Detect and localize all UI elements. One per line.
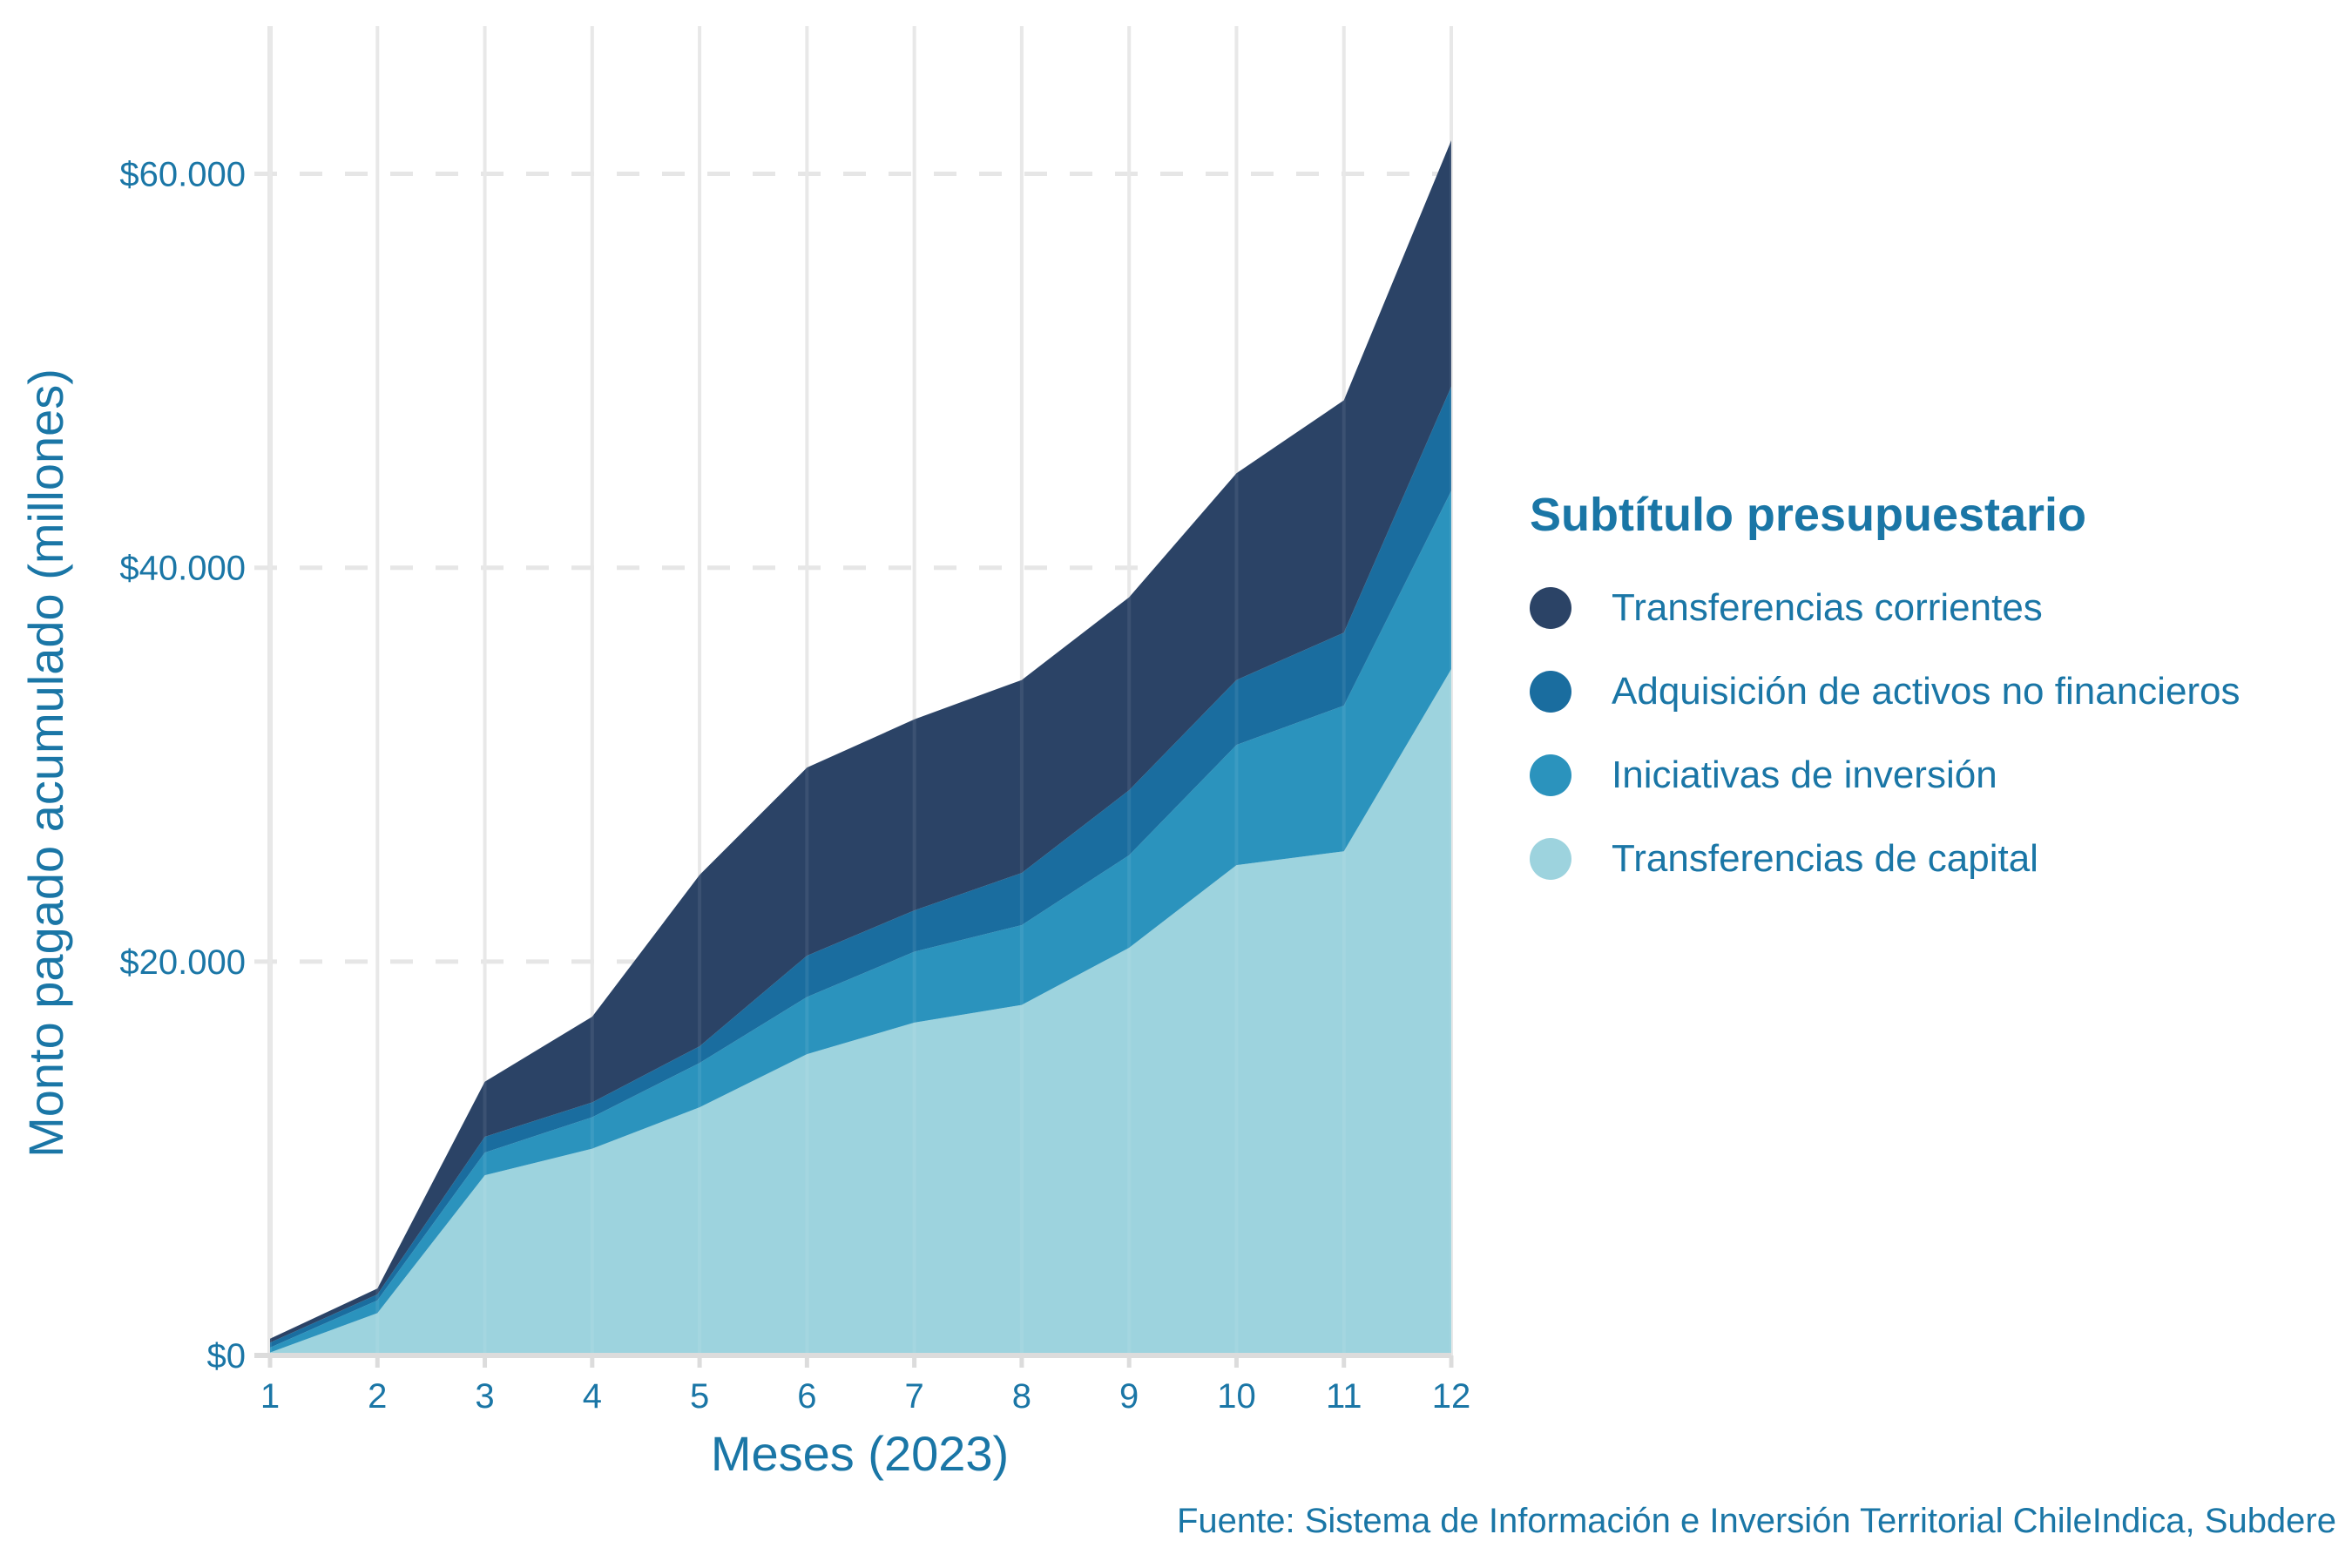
x-axis-title: Meses (2023) [711,1426,1009,1481]
legend-item: Transferencias de capital [1530,817,2240,901]
x-tick-label: 1 [260,1377,280,1416]
area-transferencias-corrientes [270,140,1451,1343]
x-tick-label: 4 [583,1377,602,1416]
legend-swatch-icon [1530,754,1571,796]
y-axis-title: Monto pagado acumulado (millones) [18,368,73,1158]
legend-label: Transferencias de capital [1612,837,2038,880]
legend-label: Iniciativas de inversión [1612,754,1997,796]
x-tick-label: 8 [1012,1377,1031,1416]
y-tick-label: $40.000 [119,550,246,588]
axes: 1 2 3 4 5 6 7 8 9 10 11 12$0$20.000$40.000$60.000 [119,156,1470,1416]
x-tick-label: 3 [475,1377,494,1416]
x-tick-label: 5 [690,1377,709,1416]
legend-item: Iniciativas de inversión [1530,733,2240,817]
x-tick-label: 10 [1217,1377,1256,1416]
y-tick-label: $0 [207,1337,247,1375]
legend-label: Adquisición de activos no financieros [1612,670,2240,713]
x-tick-label: 11 [1326,1377,1362,1416]
x-tick-label: 9 [1119,1377,1139,1416]
x-tick-label: 6 [797,1377,816,1416]
legend-label: Transferencias corrientes [1612,586,2043,629]
area-iniciativas-de-inversi-n [270,490,1451,1353]
legend: Subtítulo presupuestario Transferencias … [1530,488,2240,901]
y-tick-label: $20.000 [119,943,246,982]
legend-swatch-icon [1530,671,1571,713]
legend-item: Transferencias corrientes [1530,566,2240,650]
x-tick-label: 12 [1432,1377,1471,1416]
area-layers [268,26,1453,1355]
legend-item: Adquisición de activos no financieros [1530,650,2240,733]
legend-title: Subtítulo presupuestario [1530,489,2087,541]
y-tick-label: $60.000 [119,156,246,194]
legend-swatch-icon [1530,587,1571,629]
legend-swatch-icon [1530,838,1571,880]
x-tick-label: 7 [905,1377,924,1416]
legend-items: Transferencias corrientes Adquisición de … [1530,566,2240,901]
x-tick-label: 2 [368,1377,387,1416]
area-transferencias-de-capital [270,669,1451,1355]
source-caption: Fuente: Sistema de Información e Inversi… [1176,1502,2336,1540]
